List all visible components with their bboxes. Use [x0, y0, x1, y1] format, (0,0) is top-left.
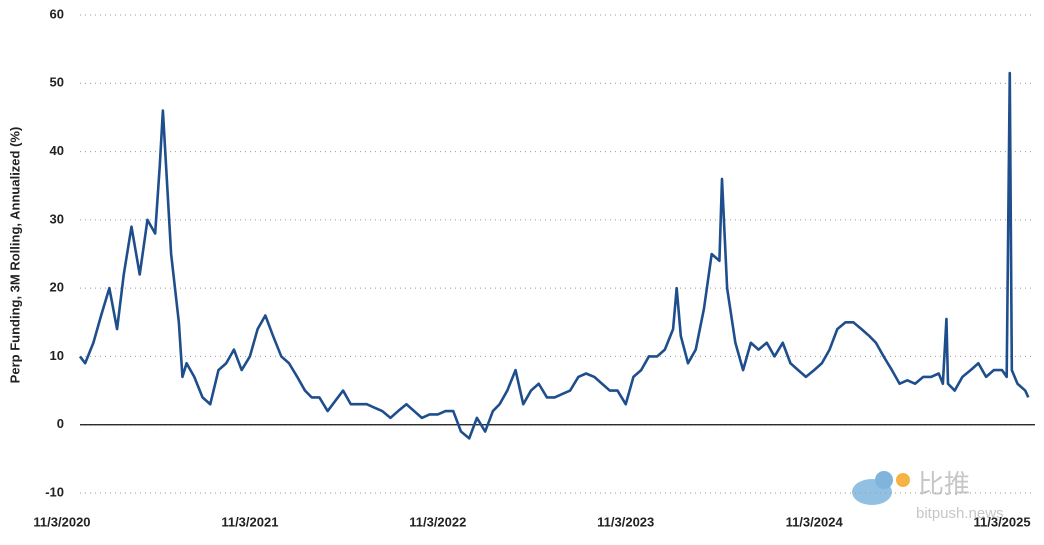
y-tick-label: 0 [57, 416, 64, 431]
x-tick-label: 11/3/2022 [409, 514, 466, 529]
watermark-en: bitpush.news [916, 505, 1004, 522]
y-tick-label: 50 [50, 75, 64, 90]
x-tick-label: 11/3/2020 [33, 514, 90, 529]
watermark-bird-head [875, 471, 893, 489]
y-axis-label: Perp Funding, 3M Rolling, Annualized (%) [7, 127, 22, 384]
series-line [78, 71, 1030, 440]
x-tick-label: 11/3/2023 [597, 514, 654, 529]
y-tick-label: -10 [45, 484, 64, 499]
x-tick-label: 11/3/2025 [973, 514, 1030, 529]
y-tick-label: 30 [50, 211, 64, 226]
y-tick-label: 60 [50, 6, 64, 21]
watermark-cn: 比推 [918, 469, 970, 499]
watermark-coin [896, 473, 910, 487]
y-tick-label: 40 [50, 143, 64, 158]
x-tick-label: 11/3/2024 [786, 514, 844, 529]
y-tick-label: 10 [50, 348, 64, 363]
y-tick-label: 20 [50, 280, 64, 295]
x-tick-label: 11/3/2021 [221, 514, 278, 529]
watermark: 比推 bitpush.news [852, 469, 1004, 522]
